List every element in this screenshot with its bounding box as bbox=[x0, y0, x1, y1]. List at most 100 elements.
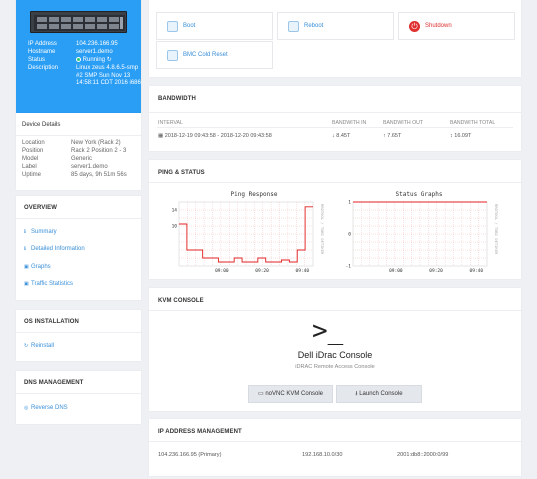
y-tick-label: 14 bbox=[172, 208, 178, 214]
device-row-key: Location bbox=[22, 140, 45, 146]
dns-management-menu: DNS MANAGEMENT ◎ Reverse DNS bbox=[16, 371, 141, 424]
menu-detailed-information[interactable]: ℹ Detailed Information bbox=[24, 246, 85, 252]
divider bbox=[16, 218, 141, 219]
refresh-icon: ↻ bbox=[24, 343, 29, 349]
globe-icon: ◎ bbox=[24, 405, 29, 411]
os-installation-menu: OS INSTALLATION ↻ Reinstall bbox=[16, 310, 141, 361]
download-icon: ⭳ bbox=[355, 391, 358, 397]
x-tick-label: 09:20 bbox=[255, 268, 269, 274]
status-dot-icon bbox=[76, 57, 81, 62]
device-row-value: Generic bbox=[71, 156, 93, 162]
ip-management-title: IP ADDRESS MANAGEMENT bbox=[158, 429, 242, 435]
arrow-down-icon: ↓ bbox=[332, 133, 335, 139]
device-details-title: Device Details bbox=[22, 122, 61, 128]
menu-summary[interactable]: ℹ Summary bbox=[24, 229, 57, 235]
refresh-status-icon[interactable]: ↻ bbox=[106, 57, 112, 63]
bmc-cold-reset-button[interactable]: BMC Cold Reset bbox=[156, 41, 273, 69]
power-icon: ⏻ bbox=[409, 21, 420, 32]
rrdtool-credit-label: RRDTOOL / TOBI OETIKER bbox=[320, 204, 325, 255]
ping-response-chart: 14 10 09:00 09:20 09:40 RRDTOOL / TOBI OETIKE… bbox=[172, 201, 325, 274]
divider bbox=[149, 182, 521, 183]
divider bbox=[157, 127, 513, 128]
divider bbox=[16, 393, 141, 394]
bw-header-in: BANDWITH IN bbox=[332, 120, 367, 126]
device-row-value: server1.demo bbox=[71, 164, 108, 170]
terminal-icon: >_ bbox=[312, 316, 344, 346]
bw-interval-value: 2018-12-19 09:43:58 - 2018-12-20 09:43:5… bbox=[164, 133, 272, 139]
server-hostname-value: server1.demo bbox=[76, 49, 113, 55]
ip-address-primary: 104.236.166.95 (Primary) bbox=[158, 452, 222, 458]
kvm-console-title: KVM CONSOLE bbox=[158, 298, 204, 304]
x-tick-label: 09:40 bbox=[470, 268, 484, 274]
shutdown-label: Shutdown bbox=[425, 23, 452, 29]
overview-menu: OVERVIEW ℹ Summary ℹ Detailed Information … bbox=[16, 196, 141, 300]
divider bbox=[149, 112, 521, 113]
info-icon: ℹ bbox=[24, 229, 26, 235]
reboot-button[interactable]: Reboot bbox=[277, 12, 394, 40]
launch-console-label: Launch Console bbox=[359, 391, 403, 397]
bw-total-value: 16.09T bbox=[454, 133, 472, 139]
bmc-cold-reset-label: BMC Cold Reset bbox=[183, 52, 228, 58]
x-tick-label: 09:40 bbox=[296, 268, 310, 274]
bw-out-cell: ↑ 7.65T bbox=[383, 133, 401, 139]
boot-icon bbox=[167, 21, 178, 32]
chart-icon: ▣ bbox=[24, 264, 29, 270]
server-rack-icon bbox=[34, 15, 125, 31]
bw-out-value: 7.65T bbox=[387, 133, 402, 139]
bw-total-cell: ↕ 16.09T bbox=[450, 133, 471, 139]
console-subtitle: iDRAC Remote Access Console bbox=[295, 364, 375, 370]
reboot-label: Reboot bbox=[304, 23, 324, 29]
novnc-console-button[interactable]: ▭ noVNC KVM Console bbox=[248, 385, 333, 403]
server-image bbox=[30, 11, 127, 33]
status-chart-title: Status Graphs bbox=[395, 191, 443, 198]
device-details-card: Device Details Location New York (Rack 2… bbox=[16, 113, 141, 190]
server-card: IP Address 104.236.166.95 Hostname serve… bbox=[16, 0, 141, 113]
chart-icon: ▣ bbox=[24, 281, 29, 287]
bandwidth-card: BANDWIDTH INTERVAL BANDWITH IN BANDWITH … bbox=[149, 86, 521, 151]
menu-graphs[interactable]: ▣ Graphs bbox=[24, 264, 51, 270]
divider bbox=[16, 332, 141, 333]
boot-button[interactable]: Boot bbox=[156, 12, 273, 40]
menu-label: Reverse DNS bbox=[31, 405, 68, 411]
menu-reverse-dns[interactable]: ◎ Reverse DNS bbox=[24, 405, 68, 411]
x-tick-label: 09:20 bbox=[429, 268, 443, 274]
device-row-value: 85 days, 9h 51m 56s bbox=[71, 172, 127, 178]
menu-reinstall[interactable]: ↻ Reinstall bbox=[24, 343, 54, 349]
status-graphs-chart: 1 0 -1 09:00 09:20 09:40 RRDTOOL / TOBI OETIKE… bbox=[346, 200, 499, 275]
shutdown-button[interactable]: ⏻ Shutdown bbox=[398, 12, 515, 40]
boot-label: Boot bbox=[183, 23, 196, 29]
menu-label: Summary bbox=[31, 229, 57, 235]
info-icon: ℹ bbox=[24, 246, 26, 252]
device-row-key: Model bbox=[22, 156, 39, 162]
ip-management-card: IP ADDRESS MANAGEMENT 104.236.166.95 (Pr… bbox=[149, 419, 521, 476]
divider bbox=[149, 441, 521, 442]
arrow-up-icon: ↑ bbox=[383, 133, 386, 139]
server-ip-value: 104.236.166.95 bbox=[76, 41, 118, 47]
y-tick-label: 0 bbox=[348, 232, 351, 238]
series-line bbox=[179, 206, 313, 263]
console-title: Dell iDrac Console bbox=[297, 350, 373, 360]
divider bbox=[149, 310, 521, 311]
y-tick-label: -1 bbox=[346, 264, 352, 270]
menu-traffic-statistics[interactable]: ▣ Traffic Statistics bbox=[24, 281, 73, 287]
server-ip-key: IP Address bbox=[28, 41, 57, 47]
power-actions-card: Boot Reboot ⏻ Shutdown BMC Cold Reset bbox=[149, 0, 521, 77]
x-tick-label: 09:00 bbox=[215, 268, 229, 274]
server-status-key: Status bbox=[28, 57, 46, 63]
reboot-icon bbox=[288, 21, 299, 32]
ping-status-card: PING & STATUS Ping Response Status Graph… bbox=[149, 160, 521, 279]
bw-in-value: 8.45T bbox=[336, 133, 351, 139]
dns-management-title: DNS MANAGEMENT bbox=[24, 380, 84, 386]
novnc-console-label: noVNC KVM Console bbox=[265, 391, 324, 397]
device-row-key: Uptime bbox=[22, 172, 42, 178]
launch-console-button[interactable]: ⭳ Launch Console bbox=[336, 385, 422, 403]
menu-label: Traffic Statistics bbox=[31, 281, 74, 287]
ip-address-range: 192.168.10.0/30 bbox=[302, 452, 343, 458]
overview-title: OVERVIEW bbox=[24, 205, 58, 211]
rrdtool-credit-label: RRDTOOL / TOBI OETIKER bbox=[494, 204, 499, 255]
bmc-reset-icon bbox=[167, 50, 178, 61]
server-description-value: Linux zeus 4.8.6.5-smp #2 SMP Sun Nov 13… bbox=[76, 65, 141, 87]
bandwidth-title: BANDWIDTH bbox=[158, 96, 196, 102]
x-tick-label: 09:00 bbox=[389, 268, 403, 274]
ping-status-title: PING & STATUS bbox=[158, 170, 205, 176]
